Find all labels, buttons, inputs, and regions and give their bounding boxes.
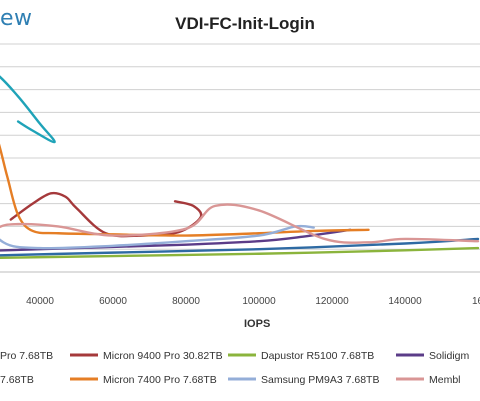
legend-label: 7.68TB	[0, 374, 34, 386]
x-tick-label: 120000	[315, 296, 349, 307]
series-line	[0, 94, 369, 235]
legend-label: Samsung PM9A3 7.68TB	[261, 374, 379, 386]
legend-label: Dapustor R5100 7.68TB	[261, 350, 374, 362]
x-tick-label: 80000	[172, 296, 200, 307]
series-line	[0, 55, 55, 142]
x-tick-label: 60000	[99, 296, 127, 307]
x-tick-label: 100000	[242, 296, 276, 307]
legend-label: Membl	[429, 374, 461, 386]
legend-label: Micron 9400 Pro 30.82TB	[103, 350, 223, 362]
legend-label: Micron 7400 Pro 7.68TB	[103, 374, 217, 386]
x-tick-label: 40000	[26, 296, 54, 307]
x-tick-label: 16	[472, 296, 480, 307]
legend-label: Solidigm	[429, 350, 470, 362]
x-tick-label: 140000	[388, 296, 422, 307]
legend-label: Pro 7.68TB	[0, 350, 53, 362]
series-line	[11, 193, 201, 236]
x-axis-title: IOPS	[244, 318, 270, 330]
